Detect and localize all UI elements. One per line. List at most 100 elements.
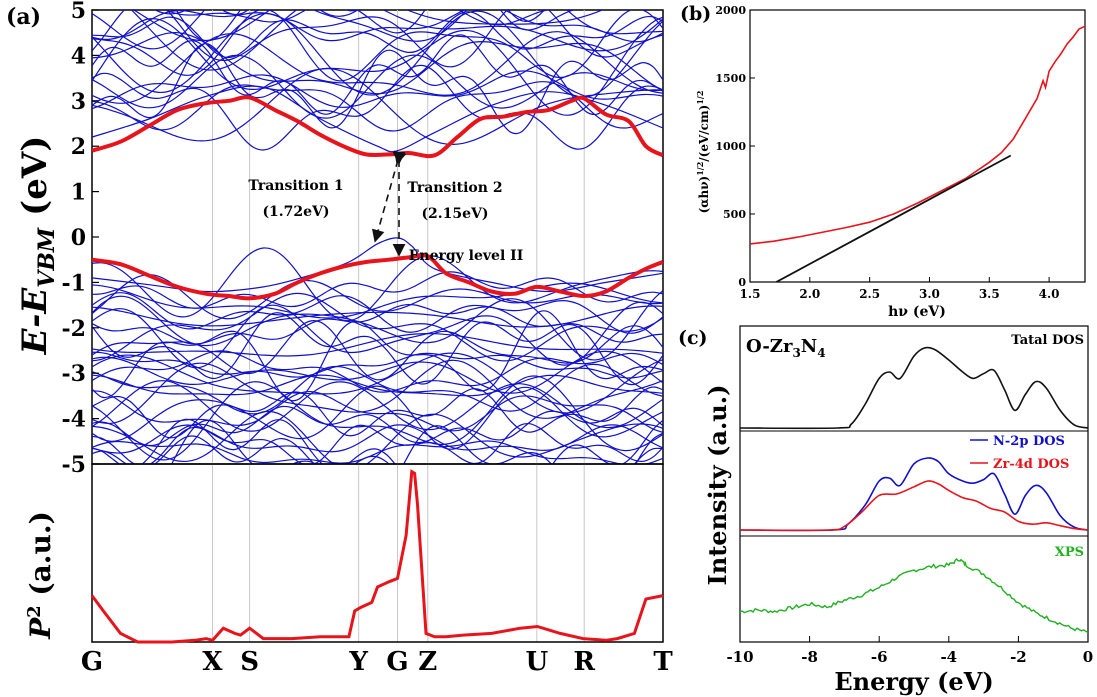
dos-title-sub1: 3 — [792, 346, 800, 360]
kpoint-label: T — [653, 647, 673, 677]
legend-xps: XPS — [1055, 545, 1084, 560]
tauc-ylabel: (αhν)1/2/(eV/cm)1/2 — [695, 91, 711, 214]
tauc-curve — [750, 25, 1085, 245]
band-line — [92, 363, 663, 415]
dos-ticks: -10 -8 -6 -4 -2 0 — [726, 636, 1093, 666]
dos-xlabel: Energy (eV) — [834, 667, 993, 696]
band-line — [92, 274, 663, 320]
band-line — [92, 10, 663, 43]
band-line — [92, 282, 663, 319]
dos-ylabel: Intensity (a.u.) — [703, 385, 732, 586]
band-line — [92, 81, 663, 132]
dos-frame — [739, 325, 1089, 643]
band-annotation: Energy level II — [409, 248, 524, 264]
band-annotation: (1.72eV) — [262, 204, 329, 220]
dos-title: O-Zr3N4 — [746, 336, 826, 360]
band-annotations: Transition 1 (1.72eV) Transition 2 (2.15eV)… — [248, 178, 523, 264]
panel-a: (a) E-EVBM (eV) -5 -4 -3 -2 -1 0 1 2 3 4 5 Transit… — [6, 0, 673, 677]
band-ytick-label: -4 — [62, 407, 86, 433]
kpoint-label: G — [386, 647, 408, 677]
band-ylabel-unit: (eV) — [15, 136, 55, 228]
band-line — [92, 67, 663, 146]
kpoint-label: R — [573, 647, 595, 677]
kpoint-label: X — [202, 647, 223, 677]
band-line — [92, 16, 663, 116]
p2-curve — [90, 469, 664, 644]
tauc-xtick-label: 3.5 — [979, 287, 1000, 301]
band-line — [92, 440, 663, 464]
band-line — [92, 332, 663, 357]
band-ytick-label: 4 — [71, 43, 86, 69]
tauc-xtick-label: 3.0 — [919, 287, 940, 301]
p2-ylabel-unit: (a.u.) — [24, 511, 57, 605]
band-line — [132, 10, 604, 42]
band-line — [175, 10, 576, 42]
band-line — [92, 247, 663, 322]
kpoint-label: Z — [418, 647, 437, 677]
band-line — [92, 10, 663, 98]
band-ytick-label: 1 — [71, 180, 86, 206]
band-line — [92, 10, 663, 82]
panel-a-label: (a) — [6, 4, 41, 30]
xps-curve — [739, 557, 1089, 634]
tauc-xlabel: hν (eV) — [888, 304, 946, 320]
tauc-xtick-label: 2.5 — [859, 287, 880, 301]
p2-lines — [90, 469, 664, 644]
band-line — [92, 11, 663, 59]
dos-xtick-label: -6 — [871, 648, 888, 666]
band-ytick-label: -5 — [62, 452, 86, 478]
band-line — [92, 312, 663, 386]
tauc-ytick-label: 1500 — [715, 72, 746, 85]
band-lines — [92, 10, 663, 464]
band-line — [92, 374, 663, 397]
tauc-frame — [749, 9, 1086, 283]
kpoint-label: G — [81, 647, 103, 677]
tauc-ytick-label: 500 — [723, 208, 746, 221]
dos-xtick-label: -2 — [1010, 648, 1027, 666]
tauc-lines — [750, 25, 1085, 282]
band-line — [92, 351, 663, 379]
p2-ylabel: P2 (a.u.) — [24, 511, 57, 640]
valence-band-max — [92, 253, 663, 301]
band-line — [92, 375, 663, 461]
dos-title-main: O-Zr — [746, 336, 793, 357]
band-ytick-label: -1 — [62, 270, 86, 296]
band-ytick-label: 5 — [71, 0, 86, 24]
band-line — [92, 31, 663, 104]
legend-n2p-dos: N-2p DOS — [993, 434, 1065, 449]
panel-b: (b) (αhν)1/2/(eV/cm)1/2 1.5 2.0 2.5 3.0 3.5 4… — [680, 3, 1086, 320]
band-annotation: Transition 1 — [248, 178, 343, 194]
panel-c: (c) Intensity (a.u.) O-Zr3N4 Tatal DOSN-… — [678, 325, 1093, 696]
band-line — [92, 380, 663, 432]
legend-total-dos: Tatal DOS — [1011, 333, 1084, 348]
band-ytick-label: 0 — [71, 225, 86, 251]
band-ylabel: E-EVBM (eV) — [15, 136, 60, 356]
p2-frame — [91, 463, 664, 643]
band-line — [92, 418, 663, 464]
dos-xtick-label: -4 — [940, 648, 957, 666]
tauc-ylabel-mid: /(eV/cm) — [697, 105, 711, 162]
band-line — [92, 10, 663, 50]
legend-zr4d-dos: Zr-4d DOS — [993, 457, 1069, 472]
band-ytick-label: -3 — [62, 361, 86, 387]
p2-ylabel-sup: 2 — [24, 605, 45, 618]
band-ytick-label: 2 — [71, 134, 86, 160]
total-dos-curve — [739, 346, 1089, 430]
band-line — [92, 385, 663, 450]
band-line — [92, 271, 663, 309]
tauc-ytick-label: 1000 — [715, 140, 746, 153]
kpoint-label: Y — [348, 647, 368, 677]
band-ytick-label: 3 — [71, 89, 86, 115]
band-yticks: -5 -4 -3 -2 -1 0 1 2 3 4 5 — [62, 0, 99, 478]
band-line — [92, 405, 663, 447]
band-line — [92, 359, 663, 425]
band-line — [92, 350, 663, 394]
kpoint-label: S — [240, 647, 259, 677]
kpoint-label: U — [525, 647, 548, 677]
band-ylabel-main: E-E — [15, 287, 55, 356]
zr4d-dos-curve — [739, 480, 1089, 532]
dos-xtick-label: 0 — [1083, 648, 1093, 666]
transition-1-arrow — [372, 150, 407, 243]
